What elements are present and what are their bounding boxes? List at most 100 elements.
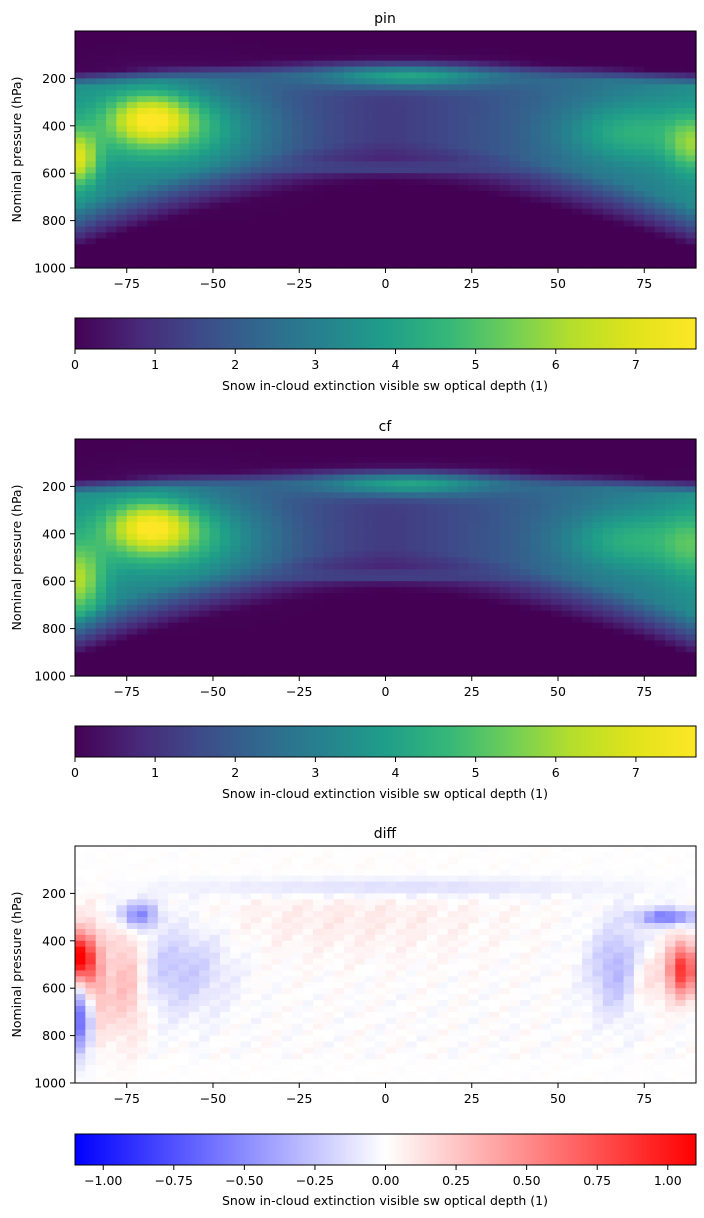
heatmap-cell <box>250 456 262 464</box>
heatmap-cell <box>406 102 418 109</box>
heatmap-cell <box>209 185 221 192</box>
heatmap-cell <box>551 468 563 476</box>
heatmap-cell <box>447 622 459 630</box>
heatmap-cell <box>106 173 117 180</box>
heatmap-cell <box>271 456 283 464</box>
heatmap-cell <box>416 851 428 859</box>
heatmap-cell <box>313 444 324 452</box>
heatmap-cell <box>530 262 542 269</box>
heatmap-cell <box>292 504 304 511</box>
heatmap-cell <box>437 96 449 103</box>
heatmap-cell <box>188 664 200 671</box>
heatmap-cell <box>209 456 221 464</box>
heatmap-cell <box>664 137 676 145</box>
heatmap-cell <box>540 581 552 588</box>
heatmap-cell <box>344 84 356 91</box>
heatmap-cell <box>613 504 625 511</box>
heatmap-cell <box>75 480 86 487</box>
heatmap-cell <box>561 262 573 269</box>
heatmap-cell <box>426 90 438 97</box>
heatmap-cell <box>540 492 552 499</box>
heatmap-cell <box>551 155 563 162</box>
heatmap-cell <box>95 179 107 186</box>
heatmap-cell <box>654 149 666 157</box>
heatmap-cell <box>375 504 387 511</box>
heatmap-cell <box>530 214 542 222</box>
heatmap-cell <box>426 587 438 594</box>
heatmap-cell <box>530 593 542 600</box>
heatmap-cell <box>75 179 86 186</box>
heatmap-cell <box>333 604 345 612</box>
heatmap-cell <box>199 244 211 251</box>
heatmap-cell <box>137 36 149 44</box>
heatmap-cell <box>199 220 211 228</box>
heatmap-cell <box>571 474 583 482</box>
heatmap-cell <box>147 96 159 103</box>
heatmap-cell <box>675 587 687 594</box>
heatmap-cell <box>137 232 149 239</box>
heatmap-cell <box>571 256 583 263</box>
heatmap-cell <box>675 113 687 121</box>
heatmap-cell <box>313 492 324 499</box>
heatmap-cell <box>406 581 418 588</box>
heatmap-cell <box>178 652 190 659</box>
heatmap-cell <box>602 468 614 476</box>
heatmap-cell <box>354 498 366 505</box>
heatmap-cell <box>116 587 128 594</box>
heatmap-cell <box>447 131 459 139</box>
heatmap-cell <box>126 238 138 245</box>
heatmap-cell <box>468 262 480 269</box>
heatmap-cell <box>116 521 128 529</box>
heatmap-cell <box>157 108 169 115</box>
heatmap-cell <box>509 450 521 458</box>
heatmap-cell <box>75 539 86 547</box>
heatmap-cell <box>95 557 107 565</box>
heatmap-cell <box>416 670 428 677</box>
heatmap-cell <box>478 486 490 493</box>
heatmap-cell <box>489 202 500 210</box>
heatmap-cell <box>85 634 97 642</box>
heatmap-cell <box>85 185 97 192</box>
heatmap-cell <box>282 439 293 446</box>
heatmap-cell <box>561 42 573 50</box>
heatmap-cell <box>137 84 149 91</box>
heatmap-cell <box>323 486 335 493</box>
heatmap-cell <box>416 66 428 74</box>
heatmap-cell <box>582 96 594 103</box>
heatmap-cell <box>292 84 304 91</box>
heatmap-cell <box>447 179 459 186</box>
heatmap-cell <box>209 587 221 594</box>
heatmap-cell <box>675 78 687 85</box>
heatmap-cell <box>509 664 521 671</box>
heatmap-cell <box>106 48 117 56</box>
heatmap-cell <box>592 456 604 464</box>
heatmap-cell <box>509 108 521 115</box>
heatmap-cell <box>271 54 283 62</box>
heatmap-cell <box>354 226 366 234</box>
heatmap-cell <box>395 539 407 547</box>
heatmap-cell <box>530 48 542 56</box>
colorbar-label: Snow in-cloud extinction visible sw opti… <box>222 786 548 801</box>
heatmap-cell <box>561 569 573 576</box>
heatmap-cell <box>551 42 563 50</box>
heatmap-cell <box>209 462 221 470</box>
heatmap-cell <box>271 66 283 74</box>
heatmap-cell <box>675 90 687 97</box>
heatmap-cell <box>354 48 366 56</box>
heatmap-cell <box>675 444 687 452</box>
heatmap-cell <box>468 587 480 594</box>
heatmap-cell <box>685 220 697 228</box>
heatmap-cell <box>209 851 221 859</box>
heatmap-cell <box>613 575 625 582</box>
heatmap-cell <box>230 492 242 499</box>
heatmap-cell <box>85 238 97 245</box>
heatmap-cell <box>592 31 604 38</box>
heatmap-cell <box>199 208 211 216</box>
heatmap-cell <box>323 587 335 594</box>
heatmap-cell <box>499 628 511 636</box>
heatmap-cell <box>126 149 138 157</box>
heatmap-cell <box>116 244 128 251</box>
heatmap-cell <box>354 125 366 133</box>
heatmap-cell <box>426 131 438 139</box>
heatmap-cell <box>85 167 97 174</box>
